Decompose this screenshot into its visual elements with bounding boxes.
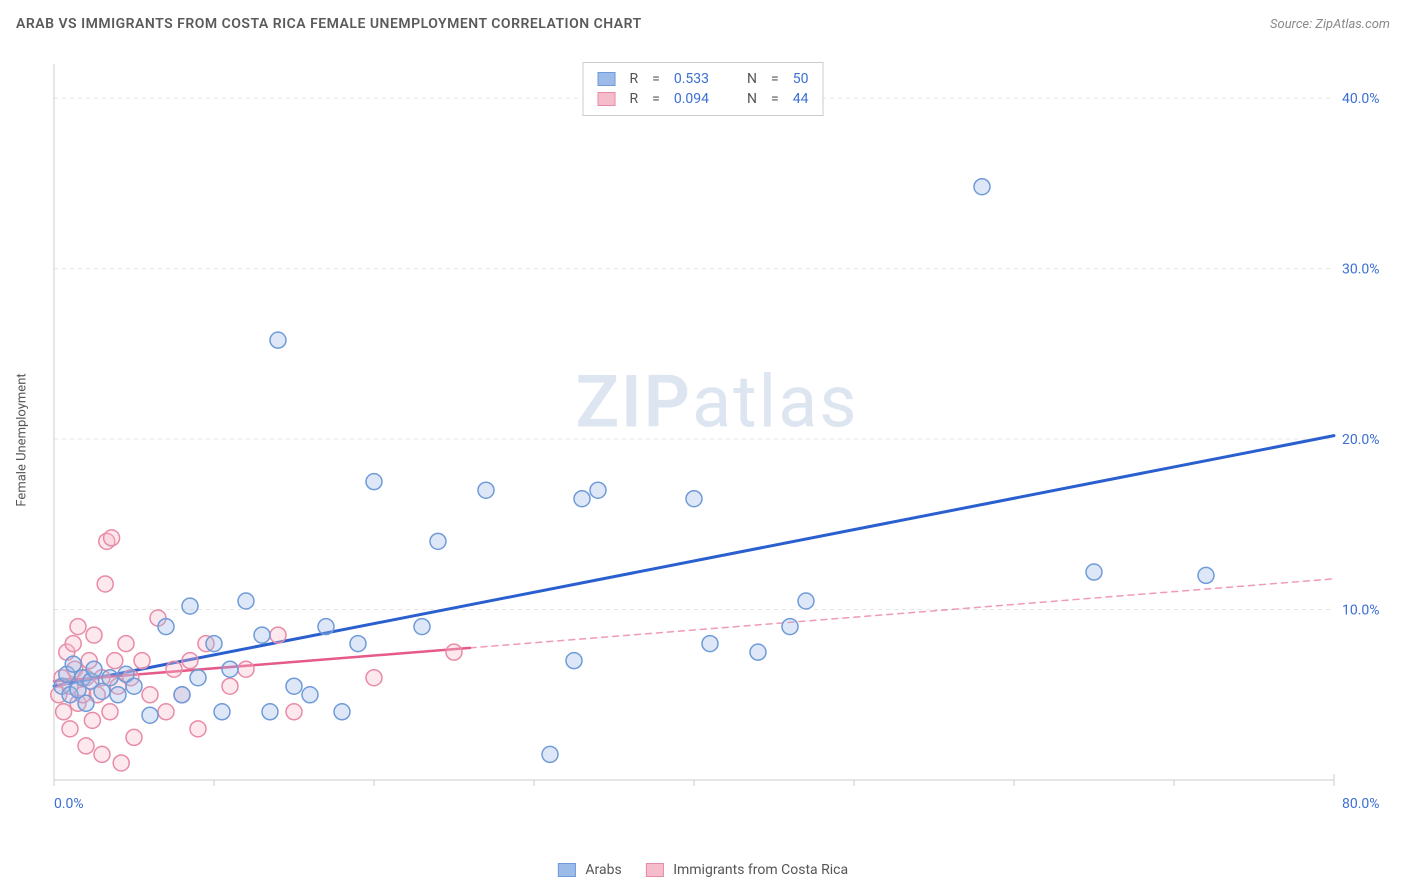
svg-text:20.0%: 20.0%	[1342, 432, 1380, 448]
eq: =	[771, 91, 779, 107]
r-label: R	[630, 71, 639, 87]
correlation-legend: R = 0.533 N = 50 R = 0.094 N = 44	[583, 62, 824, 116]
swatch-arabs	[598, 72, 616, 86]
swatch-costarica	[646, 863, 664, 877]
r-value-costarica: 0.094	[674, 91, 709, 107]
n-value-costarica: 44	[793, 91, 809, 107]
chart-title: ARAB VS IMMIGRANTS FROM COSTA RICA FEMAL…	[16, 16, 642, 32]
r-label: R	[630, 91, 639, 107]
svg-text:30.0%: 30.0%	[1342, 262, 1380, 278]
legend-item-costarica: Immigrants from Costa Rica	[646, 862, 848, 878]
svg-text:0.0%: 0.0%	[54, 796, 84, 812]
series-legend: Arabs Immigrants from Costa Rica	[558, 862, 848, 878]
r-value-arabs: 0.533	[674, 71, 709, 87]
eq: =	[652, 91, 660, 107]
eq: =	[771, 71, 779, 87]
n-label: N	[747, 71, 757, 87]
scatter-chart: 10.0% 20.0% 30.0% 40.0% 0.0% 80.0%	[48, 60, 1386, 820]
swatch-costarica	[598, 92, 616, 106]
legend-row-arabs: R = 0.533 N = 50	[598, 69, 809, 89]
eq: =	[652, 71, 660, 87]
legend-row-costarica: R = 0.094 N = 44	[598, 89, 809, 109]
legend-item-arabs: Arabs	[558, 862, 622, 878]
y-axis-label: Female Unemployment	[15, 373, 30, 506]
n-label: N	[747, 91, 757, 107]
svg-text:40.0%: 40.0%	[1342, 91, 1380, 107]
legend-label-arabs: Arabs	[585, 862, 621, 878]
header: ARAB VS IMMIGRANTS FROM COSTA RICA FEMAL…	[16, 16, 1390, 32]
svg-text:80.0%: 80.0%	[1342, 796, 1380, 812]
source-attribution: Source: ZipAtlas.com	[1270, 17, 1390, 32]
n-value-arabs: 50	[793, 71, 809, 87]
chart-area: 10.0%20.0%30.0%40.0%0.0%80.0% ZIPatlas	[48, 60, 1386, 820]
swatch-arabs	[558, 863, 576, 877]
legend-label-costarica: Immigrants from Costa Rica	[673, 862, 848, 878]
svg-text:10.0%: 10.0%	[1342, 603, 1380, 619]
